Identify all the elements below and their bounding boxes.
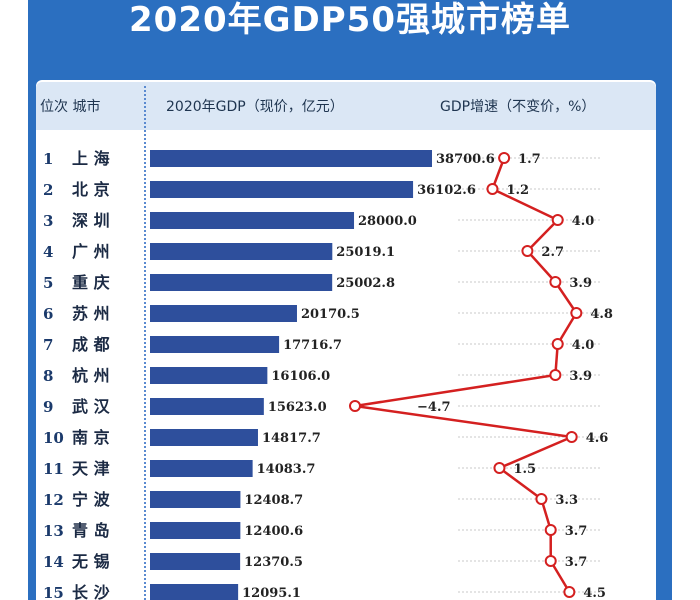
header-gdp: 2020年GDP（现价，亿元） [166,99,344,115]
rank-number: 3 [43,212,53,230]
growth-value-label: 3.9 [569,369,592,384]
growth-value-label: 1.2 [506,183,529,198]
rank-number: 2 [43,181,53,199]
growth-marker [549,276,562,288]
growth-marker [570,307,583,319]
gdp-value-label: 14817.7 [262,431,321,446]
city-name: 天 津 [72,459,110,478]
rank-number: 1 [43,150,53,168]
growth-marker [549,369,562,381]
gdp-bar [150,491,241,508]
rank-number: 13 [43,522,64,540]
growth-value-label: 3.7 [565,524,588,539]
gdp-bar [150,584,239,600]
gdp-value-label: 12095.1 [242,586,301,600]
growth-marker [565,431,578,443]
city-name: 武 汉 [72,397,111,416]
column-divider [144,86,146,600]
growth-value-label: 4.0 [572,214,595,229]
growth-value-label: 4.5 [583,586,606,600]
rank-number: 11 [43,460,64,478]
gdp-value-label: 14083.7 [257,462,316,477]
city-name: 宁 波 [72,490,111,509]
growth-marker [486,183,499,195]
gdp-bar [150,460,253,477]
gdp-bar [150,398,264,415]
rank-number: 5 [43,274,53,292]
gdp-value-label: 12408.7 [244,493,303,508]
rank-number: 4 [43,243,53,261]
city-name: 广 州 [72,242,110,261]
gdp-bar [150,367,268,384]
city-name: 杭 州 [72,366,110,385]
gdp-value-label: 28000.0 [358,214,417,229]
city-name: 长 沙 [72,583,110,600]
gdp-bar [150,336,280,353]
gdp-value-label: 15623.0 [268,400,327,415]
rank-number: 8 [43,367,53,385]
growth-marker [535,493,548,505]
rank-number: 15 [43,584,64,600]
rank-number: 12 [43,491,64,509]
gdp-value-label: 12400.6 [244,524,303,539]
gdp-value-label: 17716.7 [283,338,342,353]
city-name: 成 都 [72,335,110,354]
gdp-value-label: 25002.8 [336,276,395,291]
growth-marker [544,524,557,536]
gdp-bar [150,553,241,570]
gdp-bar [150,181,414,198]
header-growth: GDP增速（不变价，%） [440,99,596,115]
rank-number: 14 [43,553,64,571]
city-name: 苏 州 [72,304,110,323]
gdp-value-label: 16106.0 [271,369,330,384]
table-header [36,82,656,130]
gdp-bar [150,212,355,229]
gdp-bar [150,274,333,291]
header-rank-city: 位次 城市 [40,99,101,115]
growth-value-label: 1.5 [513,462,536,477]
page-title: 2020年GDP50强城市榜单 [129,0,571,40]
gdp-value-label: 12370.5 [244,555,303,570]
growth-marker [493,462,506,474]
growth-value-label: 4.8 [590,307,613,322]
growth-marker [551,214,564,226]
city-name: 重 庆 [72,273,110,292]
gdp-bar [150,429,258,446]
growth-value-label: 4.0 [572,338,595,353]
gdp-value-label: 36102.6 [417,183,476,198]
rank-number: 6 [43,305,53,323]
city-name: 青 岛 [72,521,110,540]
rank-number: 10 [43,429,64,447]
growth-marker [498,152,511,164]
growth-value-label: 4.6 [586,431,609,446]
growth-value-label: 1.7 [518,152,541,167]
growth-value-label: 2.7 [541,245,564,260]
growth-marker [544,555,557,567]
gdp-value-label: 25019.1 [336,245,395,260]
growth-marker [563,586,576,598]
city-name: 北 京 [72,180,110,199]
city-name: 南 京 [72,428,110,447]
growth-value-label: 3.3 [555,493,578,508]
city-name: 无 锡 [71,552,110,571]
gdp-value-label: 38700.6 [436,152,495,167]
gdp-bar [150,522,241,539]
gdp-bar [150,305,297,322]
city-name: 上 海 [72,149,110,168]
growth-value-label: 3.7 [565,555,588,570]
rank-number: 9 [43,398,53,416]
gdp-value-label: 20170.5 [301,307,360,322]
growth-marker [349,400,361,412]
city-name: 深 圳 [72,211,110,230]
gdp-bar [150,243,333,260]
growth-value-label: 3.9 [569,276,592,291]
growth-value-label: −4.7 [417,400,451,415]
rank-number: 7 [43,336,53,354]
gdp-bar [150,150,432,167]
growth-marker [551,338,564,350]
growth-marker [521,245,534,257]
